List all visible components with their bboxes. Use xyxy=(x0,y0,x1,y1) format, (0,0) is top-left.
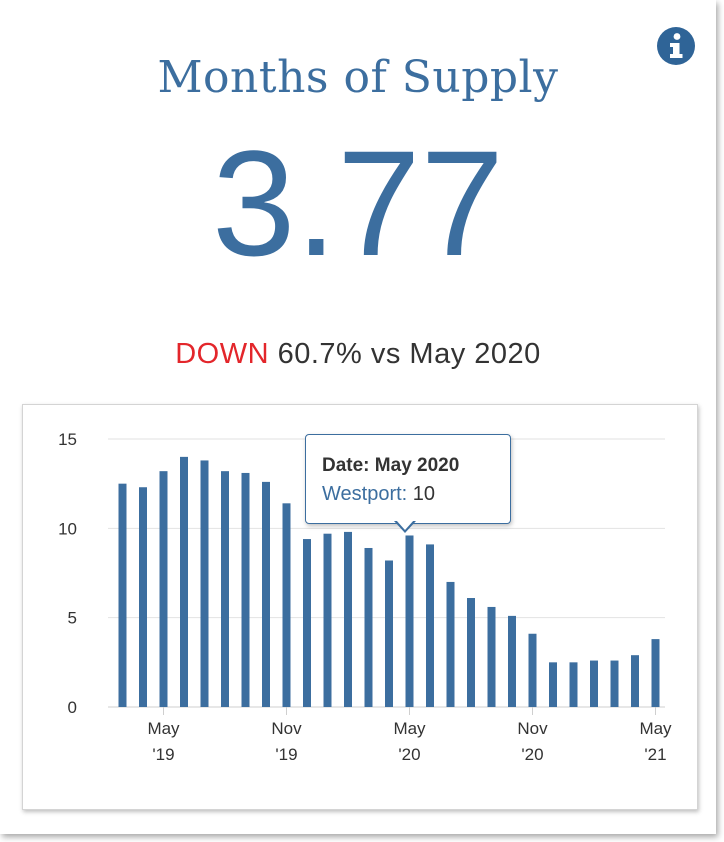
bar-3[interactable] xyxy=(180,456,188,707)
tooltip-arrow-inner xyxy=(396,520,414,530)
change-text: 60.7% vs May 2020 xyxy=(277,338,541,370)
x-tick-label-line2-26: '21 xyxy=(644,745,666,764)
bar-15[interactable] xyxy=(426,544,434,707)
bar-19[interactable] xyxy=(508,615,516,707)
change-direction: DOWN xyxy=(175,338,270,370)
x-tick-label-line1-2: May xyxy=(147,719,180,738)
bar-14[interactable] xyxy=(405,535,414,707)
bar-0[interactable] xyxy=(118,483,127,707)
bar-8[interactable] xyxy=(282,503,291,707)
bar-11[interactable] xyxy=(344,531,352,707)
tooltip-series-separator: : xyxy=(401,483,408,505)
bar-21[interactable] xyxy=(549,662,557,707)
bar-25[interactable] xyxy=(631,655,639,707)
bar-10[interactable] xyxy=(323,533,332,707)
y-tick-label-10: 10 xyxy=(58,519,77,538)
tooltip-series-name: Westport xyxy=(322,483,402,505)
bar-22[interactable] xyxy=(569,662,578,707)
bar-4[interactable] xyxy=(200,460,209,707)
tooltip-date-value: May 2020 xyxy=(374,455,460,476)
bar-7[interactable] xyxy=(262,481,270,707)
y-tick-label-0: 0 xyxy=(68,698,77,717)
x-tick-label-line2-14: '20 xyxy=(398,745,420,764)
bar-23[interactable] xyxy=(590,660,598,707)
bar-20[interactable] xyxy=(528,633,537,707)
bar-chart[interactable]: 0 5 10 15 May '19 Nov '19 May '20 Nov '20 May '21 xyxy=(23,405,697,809)
change-summary: DOWN 60.7% vs May 2020 xyxy=(0,338,716,371)
bar-9[interactable] xyxy=(303,539,311,707)
bar-5[interactable] xyxy=(221,471,229,707)
tooltip-series: Westport: 10 xyxy=(322,483,435,506)
y-tick-label-5: 5 xyxy=(68,609,77,628)
bar-13[interactable] xyxy=(385,560,393,707)
x-tick-label-line2-8: '19 xyxy=(275,745,297,764)
x-tick-label-line1-26: May xyxy=(639,719,672,738)
bar-1[interactable] xyxy=(139,487,147,707)
bar-12[interactable] xyxy=(364,547,373,707)
chart-tooltip: Date: May 2020 Westport: 10 xyxy=(305,434,511,524)
tooltip-series-value: 10 xyxy=(412,483,436,505)
bar-26[interactable] xyxy=(651,639,660,707)
x-tick-label-line1-8: Nov xyxy=(271,719,302,738)
widget-title: Months of Supply xyxy=(157,52,559,103)
tooltip-date: Date: May 2020 xyxy=(322,455,459,477)
x-tick-label-line2-2: '19 xyxy=(152,745,174,764)
bar-16[interactable] xyxy=(446,581,455,707)
x-tick-label-line1-20: Nov xyxy=(517,719,548,738)
x-tick-label-line2-20: '20 xyxy=(521,745,543,764)
bar-18[interactable] xyxy=(487,606,496,707)
bar-17[interactable] xyxy=(467,598,475,707)
metric-value: 3.77 xyxy=(212,119,504,287)
x-tick-label-line1-14: May xyxy=(393,719,426,738)
y-tick-label-15: 15 xyxy=(58,430,77,449)
bar-6[interactable] xyxy=(241,472,250,707)
bar-24[interactable] xyxy=(610,660,619,707)
bar-2[interactable] xyxy=(159,471,168,707)
info-icon[interactable] xyxy=(656,26,696,66)
tooltip-date-prefix: Date: xyxy=(322,455,370,476)
